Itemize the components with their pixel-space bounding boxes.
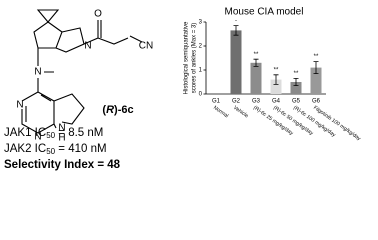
part: 50 (46, 131, 55, 140)
atom: CN (139, 41, 153, 52)
structure: O N CN N N N N H (R)-6c (16, 9, 153, 144)
compound-label: (R)-6c (102, 104, 133, 116)
atom: N (34, 132, 41, 143)
x-tick-label: G3 (252, 99, 261, 105)
error-bar (293, 78, 299, 86)
error-bar (313, 61, 319, 74)
group-label: Vehicle (232, 105, 249, 120)
bar (270, 79, 282, 94)
atom: N (16, 100, 23, 111)
atom: O (94, 9, 102, 20)
y-tick-label: 0 (199, 92, 203, 98)
x-tick-label: G5 (292, 99, 301, 105)
label-part: ( (102, 104, 106, 116)
part: 50 (46, 147, 55, 156)
y-axis-label: scores of ankles (Max = 3) (192, 23, 198, 94)
part: = 8.5 nM (55, 127, 103, 139)
chart: Mouse CIA model 0 1 2 3 Histological semiqua… (184, 7, 362, 143)
bar (230, 30, 242, 94)
bar (310, 67, 322, 94)
x-tick-label: G2 (232, 99, 241, 105)
chart-title: Mouse CIA model (225, 7, 304, 18)
label-part: R (106, 104, 114, 116)
error-bar (253, 58, 259, 67)
ic50-line: JAK2 IC50 = 410 nM (4, 143, 107, 156)
x-tick-label: G4 (272, 99, 281, 105)
atom: H (58, 133, 65, 144)
significance-label: ** (274, 67, 279, 73)
y-tick-label: 3 (199, 20, 203, 26)
significance-label: ** (254, 52, 259, 58)
part: JAK2 IC (4, 143, 46, 155)
significance-label: ** (294, 71, 299, 77)
selectivity: Selectivity Index = 48 (4, 159, 121, 171)
y-tick-label: 1 (199, 68, 203, 74)
part: = 410 nM (55, 143, 106, 155)
label-part: )-6c (114, 104, 134, 116)
bar (250, 62, 262, 94)
atom: N (84, 41, 91, 52)
part: JAK1 IC (4, 127, 46, 139)
group-label: Normal (212, 105, 229, 120)
y-axis-label: Histological semiquantative (184, 21, 190, 94)
bar (290, 82, 302, 94)
significance-label: ** (314, 54, 319, 60)
figure: O N CN N N N N H (R)-6c JAK1 IC50 = 8.5 … (4, 7, 362, 171)
y-tick-label: 2 (199, 44, 203, 50)
error-bar (273, 74, 279, 85)
x-tick-label: G6 (312, 99, 321, 105)
significance-label: - (235, 18, 237, 24)
atom: N (58, 123, 65, 134)
error-bar (233, 25, 239, 36)
ic50-line: JAK1 IC50 = 8.5 nM (4, 127, 103, 140)
x-tick-label: G1 (212, 99, 221, 105)
atom: N (34, 67, 41, 78)
